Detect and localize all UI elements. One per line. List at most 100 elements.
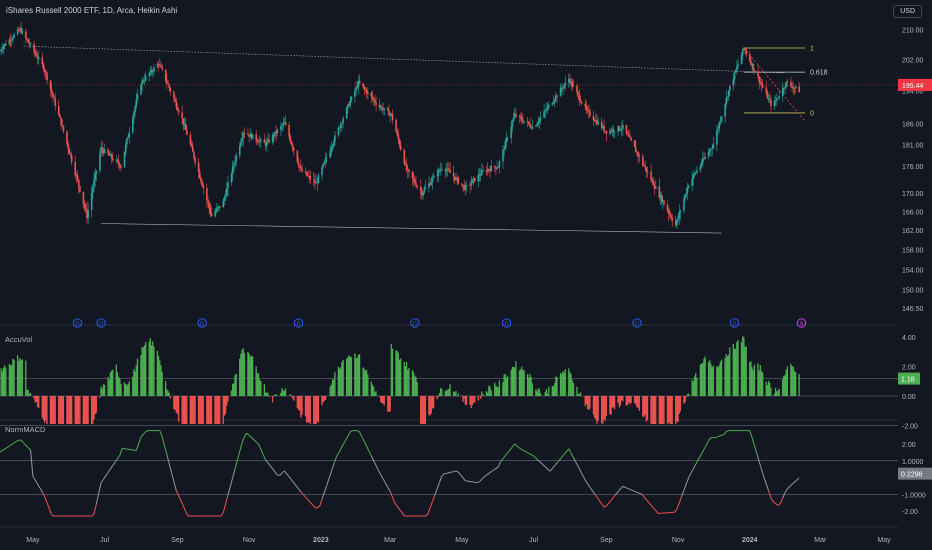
accuvol-bar [160,365,162,396]
dividend-event-icon[interactable] [96,318,106,328]
normmacd-segment [251,437,255,441]
accuvol-bar [316,396,318,422]
accuvol-bar [60,396,62,425]
normmacd-segment [756,453,760,462]
accuvol-bar [725,354,727,396]
normmacd-segment [453,470,457,473]
normmacd-segment [497,461,502,467]
normmacd-segment [361,436,365,442]
candle-body [365,90,368,94]
accuvol-bar [421,396,423,425]
accuvol-bar [152,341,154,396]
accuvol-bar [128,381,130,396]
candle-body [45,72,47,74]
accuvol-bar [400,358,402,396]
accuvol-bar [786,366,789,396]
split-event-icon[interactable] [796,318,807,328]
accuvol-bar [357,354,360,396]
price-axis[interactable]: 210.00 202.00 194.00 186.00 181.00 176.00 170.… [902,27,924,313]
normmacd-segment [645,499,650,503]
normmacd-segment [340,444,344,450]
accuvol-bar [798,373,800,396]
dividend-event-icon[interactable] [729,318,740,328]
accuvol-bar [554,383,556,396]
normmacd-segment [373,460,377,466]
dividend-event-icon[interactable] [410,318,420,328]
candle-body [753,69,756,72]
candle-body [579,100,582,103]
normmacd-segment [178,495,182,501]
dividend-event-icon[interactable] [632,318,642,328]
dividend-event-icon[interactable] [72,318,83,328]
accuvol-bar [471,396,474,406]
candle-body [768,98,771,101]
candle-body [569,78,571,84]
accuvol-histogram[interactable] [0,336,800,425]
candle-body [66,131,68,144]
candle-body [405,163,408,171]
candle-body [560,87,563,89]
candle-body [493,166,496,168]
accuvol-axis[interactable]: 4.00 2.00 0.00 -2.00 [902,335,918,431]
accuvol-bar [496,386,498,396]
candle-body [733,71,736,80]
candle-body [0,49,2,52]
accuvol-bar [242,348,244,396]
accuvol-bar [537,388,539,396]
fib-retracement[interactable]: 1 0.618 0 [743,45,828,122]
accuvol-bar [86,396,88,425]
normmacd-segment [530,454,534,457]
accuvol-bar [161,371,163,396]
candle-body [431,178,434,183]
candle-body [612,129,615,132]
candle-body [263,139,266,143]
normmacd-segment [432,494,436,502]
candle-body [495,167,497,169]
normmacd-line[interactable] [0,430,800,517]
candle-body [620,128,623,130]
normmacd-segment [434,488,438,496]
accuvol-bar [429,396,431,416]
normmacd-axis[interactable]: 2.00 1.0000 -1.0000 -2.00 [902,442,926,516]
normmacd-segment [298,488,302,493]
accuvol-bar [264,392,267,396]
accuvol-bar [784,375,786,396]
candle-body [537,122,540,124]
accuvol-bar [107,376,109,396]
accuvol-bar [589,396,591,409]
candle-body [428,183,430,188]
accuvol-bar [268,396,270,397]
price-axis-tick: 210.00 [902,27,924,34]
channel-upper-line[interactable] [23,45,786,74]
accuvol-bar [79,396,81,425]
normmacd-segment [782,492,786,499]
price-axis-tick: 150.00 [902,288,924,295]
candle-body [586,109,589,111]
time-axis[interactable]: May Jul Sep Nov 2023 Mar May Jul Sep Nov 2024 Mar Ma… [26,537,891,544]
accuvol-bar [370,381,372,396]
currency-button[interactable]: USD [893,5,922,18]
candle-body [329,150,332,158]
fib-trend-line[interactable] [743,47,806,122]
price-axis-tick: 202.00 [902,57,924,64]
time-axis-label: May [455,537,469,544]
accuvol-bar [315,396,317,425]
accuvol-bar [740,341,743,396]
accuvol-bar [707,362,710,396]
dividend-event-icon[interactable] [501,318,512,328]
dividend-event-icon[interactable] [197,318,207,328]
accuvol-bar [153,346,155,396]
candle-body [305,172,308,176]
accuvol-bar [636,396,638,408]
candle-body [449,170,451,173]
candles[interactable] [0,22,800,229]
dividend-event-icon[interactable] [293,318,304,328]
accuvol-bar [177,396,180,422]
channel-lower-line[interactable] [101,223,722,234]
candle-body [454,176,456,180]
candle-body [43,69,46,73]
accuvol-bar [133,369,135,396]
candle-body [452,172,455,177]
